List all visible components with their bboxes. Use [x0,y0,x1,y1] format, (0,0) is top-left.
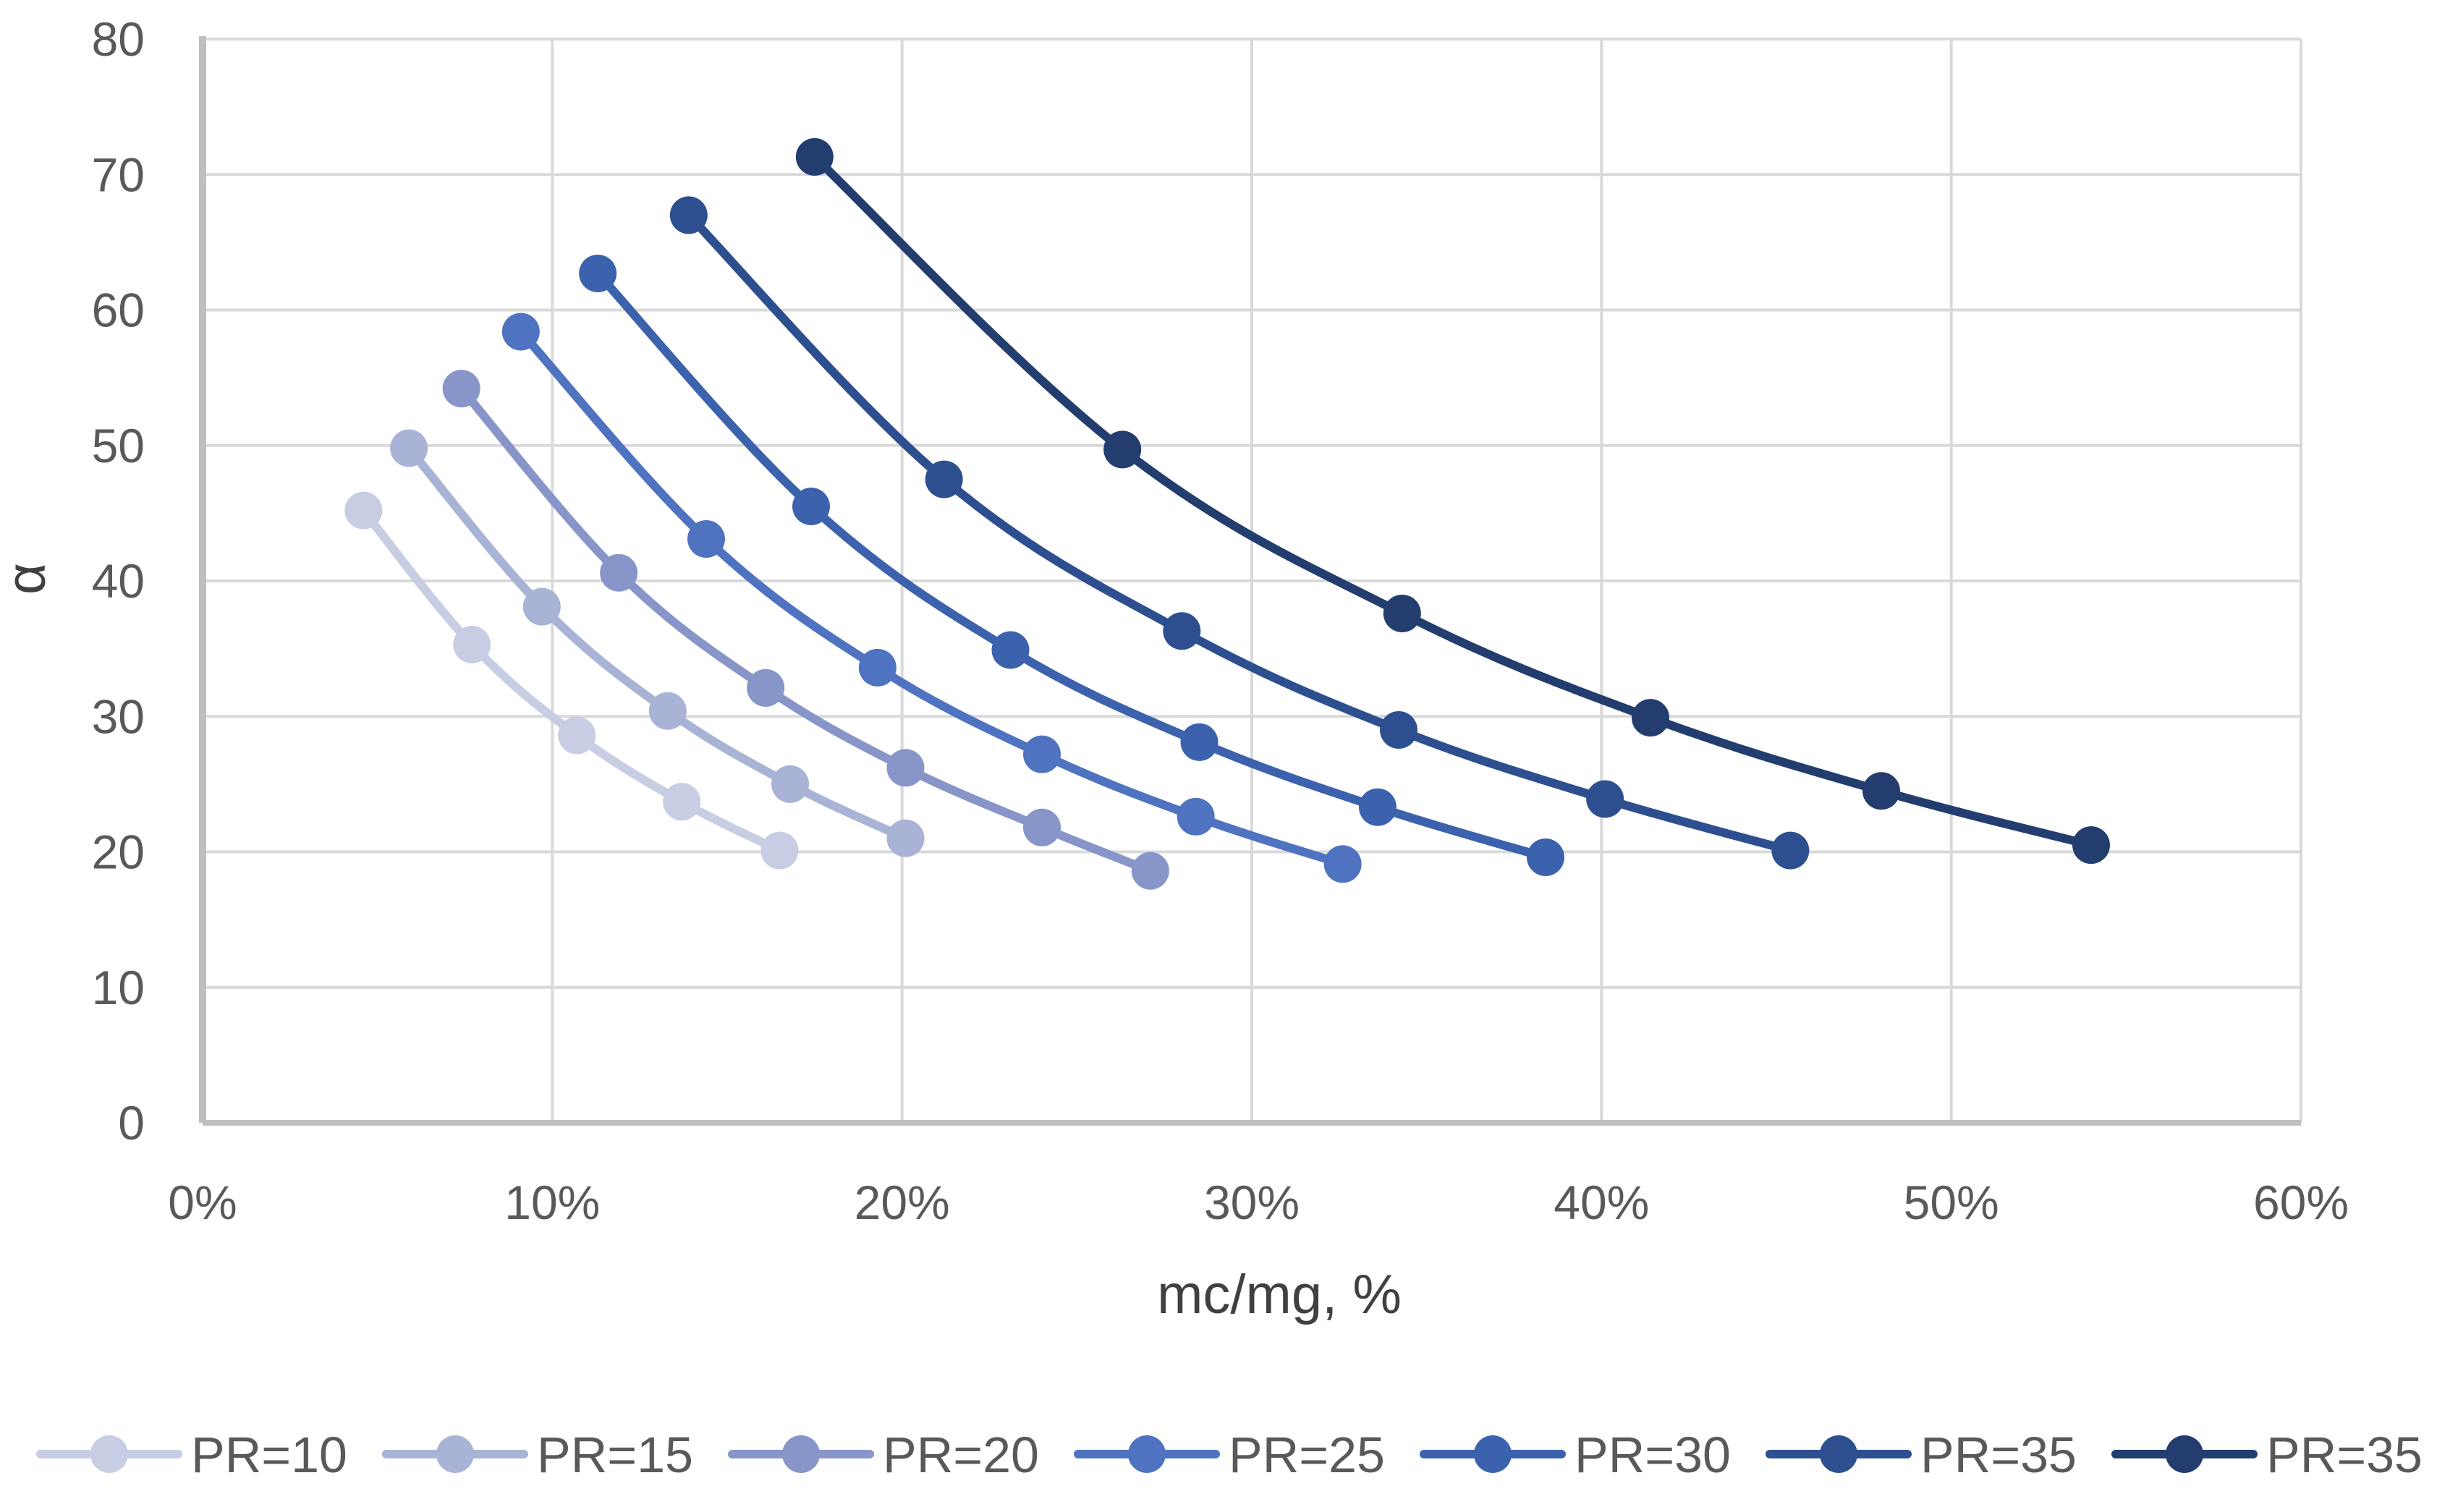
series-5 [579,254,1564,876]
data-point [747,668,785,707]
x-tick-label: 30% [1204,1176,1300,1229]
legend-marker-swatch [2166,1435,2203,1473]
data-point [991,631,1030,669]
data-point [669,196,708,234]
data-point [648,692,687,730]
x-tick-label: 20% [855,1176,950,1229]
data-series [344,137,2110,890]
data-point [795,137,834,176]
data-point [760,831,799,870]
data-point [1023,735,1061,773]
data-point [522,587,561,626]
y-tick-label: 0 [118,1096,145,1150]
legend-item: PR=30 [1420,1427,1731,1483]
y-tick-label: 20 [92,825,145,879]
y-tick-label: 50 [92,419,145,472]
data-point [663,783,701,821]
data-point [600,553,638,592]
data-point [1180,723,1218,761]
data-point [558,716,596,755]
x-tick-label: 40% [1554,1176,1649,1229]
data-point [687,519,725,558]
legend-label: PR=35 [1920,1427,2077,1483]
x-tick-label: 10% [504,1176,600,1229]
data-point [1862,772,1900,810]
x-tick-label: 60% [2253,1176,2349,1229]
data-point [771,765,809,803]
y-tick-label: 30 [92,689,145,743]
data-point [1103,430,1142,469]
series-3 [442,370,1169,890]
legend-label: PR=35 [2266,1427,2423,1483]
data-point [858,648,897,687]
legend-item: PR=20 [728,1427,1039,1483]
legend: PR=10 PR=15 PR=20 PR=25 PR=30 PR=35 PR=35 [36,1427,2423,1483]
data-point [1632,699,1669,737]
series-line [359,506,784,855]
data-point [390,429,428,467]
data-point [2072,826,2110,865]
legend-item: PR=25 [1074,1427,1385,1483]
series-6 [669,196,1810,870]
data-point [453,626,491,664]
legend-item: PR=35 [1766,1427,2077,1483]
data-point [1177,797,1215,836]
x-axis-title: mc/mg, % [1157,1264,1402,1325]
data-point [1586,780,1624,818]
data-point [1771,831,1810,870]
legend-label: PR=30 [1574,1427,1731,1483]
legend-item: PR=15 [382,1427,693,1483]
data-point [1131,851,1169,890]
data-point [925,460,963,498]
data-point [886,749,925,787]
legend-item: PR=35 [2111,1427,2423,1483]
series-4 [501,313,1362,883]
series-2 [390,429,925,857]
data-point [1163,612,1201,650]
legend-marker-swatch [1474,1435,1512,1473]
legend-marker-swatch [1820,1435,1857,1473]
data-point [1359,788,1396,826]
x-tick-label: 50% [1904,1176,1999,1229]
data-point [1323,845,1362,883]
legend-label: PR=25 [1229,1427,1385,1483]
legend-label: PR=10 [191,1427,347,1483]
series-7 [795,137,2110,865]
legend-label: PR=15 [537,1427,693,1483]
data-point [501,313,540,351]
legend-marker-swatch [90,1435,128,1473]
data-point [579,254,617,292]
x-tick-label: 0% [168,1176,237,1229]
y-tick-label: 80 [92,12,145,66]
data-point [1023,808,1061,846]
y-tick-label: 60 [92,284,145,337]
series-1 [344,491,799,870]
legend-marker-swatch [1128,1435,1166,1473]
legend-label: PR=20 [883,1427,1039,1483]
axes [199,36,2301,1126]
y-tick-label: 70 [92,148,145,201]
legend-item: PR=10 [36,1427,347,1483]
data-point [1383,594,1421,632]
legend-marker-swatch [782,1435,820,1473]
y-tick-label: 40 [92,554,145,608]
data-point [442,370,480,408]
data-point [792,488,830,526]
tick-labels: 0 10 20 30 40 50 60 70 80 0% 10% 20% 30% 40% 50% 60% [92,12,2349,1229]
y-tick-label: 10 [92,961,145,1014]
legend-marker-swatch [436,1435,474,1473]
data-point [1380,710,1417,749]
data-point [1527,838,1564,876]
data-point [344,491,383,530]
y-axis-title: α [0,563,57,595]
data-point [886,819,925,857]
